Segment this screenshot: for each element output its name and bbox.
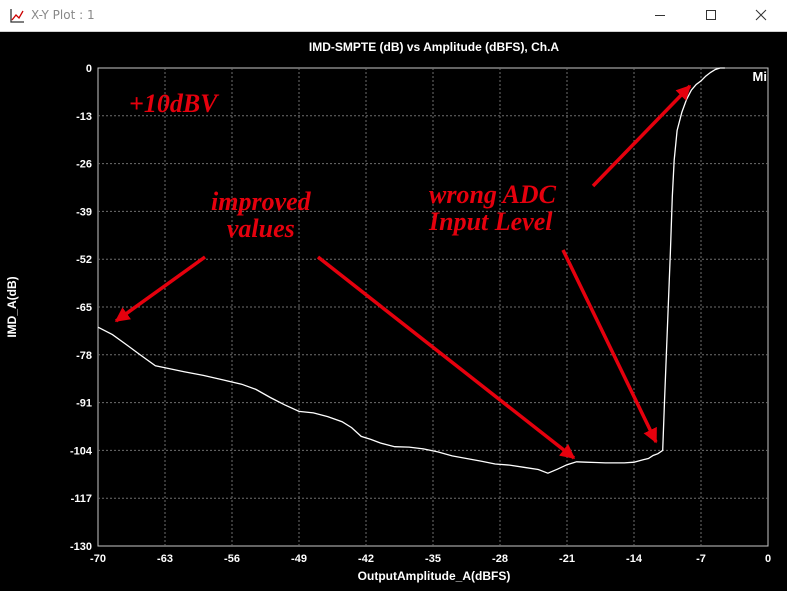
x-tick-labels: -70 -63 -56 -49 -42 -35 -28 -21 -14 -7 0 xyxy=(90,553,771,565)
y-tick-label: 0 xyxy=(86,63,92,75)
close-button[interactable] xyxy=(738,0,784,31)
legend-tag: Mi xyxy=(752,69,767,84)
minimize-button[interactable] xyxy=(637,0,683,31)
annotation-line: wrong ADC xyxy=(429,180,556,209)
arrow-adc-top xyxy=(591,84,692,188)
y-tick-label: -52 xyxy=(76,254,92,266)
x-tick-label: -7 xyxy=(696,553,706,565)
annotation-arrows xyxy=(114,84,692,460)
x-tick-label: -56 xyxy=(224,553,240,565)
arrow-improved-left xyxy=(114,255,207,323)
arrow-improved-right xyxy=(316,255,576,460)
annotation-improved-values: improved values xyxy=(211,188,311,242)
xy-plot-icon xyxy=(8,7,26,25)
x-tick-label: -21 xyxy=(559,553,575,565)
annotation-10dbv: +10dBV xyxy=(129,90,218,117)
annotation-wrong-adc: wrong ADC Input Level xyxy=(429,181,556,235)
x-axis-label: OutputAmplitude_A(dBFS) xyxy=(358,569,511,583)
y-tick-label: -130 xyxy=(70,541,92,553)
y-tick-label: -78 xyxy=(76,350,92,362)
annotation-line: values xyxy=(226,214,295,243)
x-tick-label: 0 xyxy=(765,553,771,565)
window-title: X-Y Plot : 1 xyxy=(31,8,95,22)
y-tick-label: -26 xyxy=(76,159,92,171)
plot-area xyxy=(97,67,769,547)
annotation-line: Input Level xyxy=(429,207,553,236)
x-tick-label: -63 xyxy=(157,553,173,565)
x-tick-label: -70 xyxy=(90,553,106,565)
arrow-adc-bottom xyxy=(561,249,658,444)
y-tick-label: -13 xyxy=(76,111,92,123)
x-tick-label: -49 xyxy=(291,553,307,565)
y-tick-label: -104 xyxy=(70,445,93,457)
chart-title: IMD-SMPTE (dB) vs Amplitude (dBFS), Ch.A xyxy=(309,40,560,54)
window-titlebar: X-Y Plot : 1 xyxy=(0,0,787,32)
x-tick-label: -28 xyxy=(492,553,508,565)
annotation-line: +10dBV xyxy=(129,89,218,118)
series-line xyxy=(97,67,725,474)
annotation-line: improved xyxy=(211,187,311,216)
x-tick-label: -42 xyxy=(358,553,374,565)
y-tick-label: -65 xyxy=(76,302,92,314)
y-axis-label: IMD_A(dB) xyxy=(5,276,19,337)
xy-plot: IMD-SMPTE (dB) vs Amplitude (dBFS), Ch.A… xyxy=(5,40,771,583)
y-tick-label: -39 xyxy=(76,206,92,218)
y-tick-label: -117 xyxy=(71,493,92,505)
x-tick-label: -35 xyxy=(425,553,441,565)
y-tick-label: -91 xyxy=(76,398,92,410)
y-tick-labels: 0 -13 -26 -39 -52 -65 -78 -91 -104 -117 -130 xyxy=(70,63,93,553)
x-tick-label: -14 xyxy=(626,553,643,565)
maximize-button[interactable] xyxy=(688,0,734,31)
